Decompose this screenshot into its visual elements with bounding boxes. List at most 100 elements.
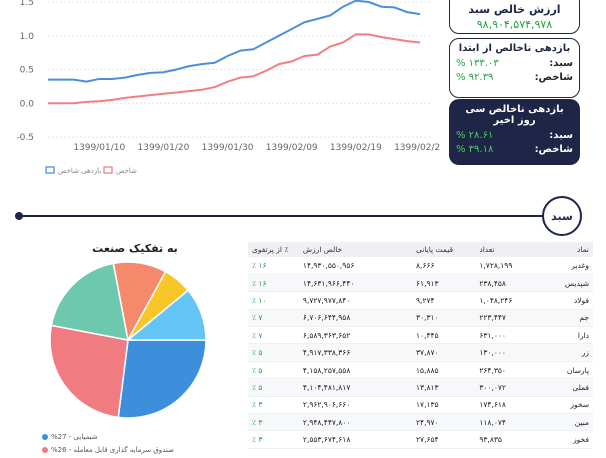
table-row[interactable]: مبین ۱۱۸,۰۷۴ ۲۴,۹۷۰ ۲,۹۴۸,۴۴۷,۸۰۰ ۳ ٪ — [248, 413, 593, 432]
cell-portfolio-pct: ۵ ٪ — [248, 378, 299, 397]
cell-portfolio-pct: ۱۰ ٪ — [248, 291, 299, 310]
row-value: % ۱۳۳.۰۳ — [456, 58, 499, 69]
table-row[interactable]: فولاد ۱,۰۴۸,۲۴۶ ۹,۲۷۴ ۹,۷۲۷,۹۷۷,۸۴۰ ۱۰ ٪ — [248, 291, 593, 310]
cell-close-price: ۶۱,۹۱۳ — [412, 274, 476, 293]
cell-net-value: ۶,۷۰۶,۶۴۴,۹۵۸ — [298, 309, 413, 328]
cell-portfolio-pct: ۷ ٪ — [248, 326, 299, 345]
row-label: سبد: — [549, 130, 573, 141]
cell-symbol: فولاد — [538, 291, 593, 310]
cell-portfolio-pct: ۱۶ ٪ — [248, 274, 299, 293]
cell-close-price: ۳۷,۸۷۰ — [412, 343, 476, 362]
cell-portfolio-pct: ۷ ٪ — [248, 309, 299, 328]
row-value: % ۹۲.۳۹ — [456, 72, 494, 83]
y-tick-label: 0.5 — [20, 66, 34, 76]
cell-portfolio-pct: ۳ ٪ — [248, 413, 299, 432]
cell-symbol: مبین — [538, 413, 593, 432]
header-close-price[interactable]: قیمت پایانی — [412, 242, 476, 257]
pie-slice[interactable] — [125, 289, 207, 341]
x-tick-label: 1399/02/29 — [394, 143, 440, 153]
return-30-days-portfolio-row: سبد: % ۲۸.۶۱ — [456, 130, 573, 141]
pie-slice[interactable] — [49, 324, 129, 419]
cell-net-value: ۱۴,۹۳۰,۵۵۰,۹۵۶ — [298, 257, 413, 275]
x-tick-label: 1399/01/20 — [138, 143, 190, 153]
cell-count: ۲۳۸,۴۵۸ — [475, 274, 539, 293]
return-since-start-card: بازدهی ناخالص از ابتدا سبد: % ۱۳۳.۰۳ شاخ… — [449, 38, 580, 98]
return-since-start-portfolio-row: سبد: % ۱۳۳.۰۳ — [456, 58, 573, 69]
cell-close-price: ۲۴,۹۷۰ — [412, 413, 476, 432]
cell-count: ۱,۷۲۸,۱۹۹ — [475, 257, 539, 275]
table-row[interactable]: سخوز ۱۷۴,۶۱۸ ۱۷,۱۳۵ ۲,۹۶۲,۹۰۶,۶۶۰ ۳ ٪ — [248, 396, 593, 415]
table-row[interactable]: پارسان ۲۶۴,۳۵۰ ۱۵,۸۸۵ ۴,۱۵۸,۲۵۷,۵۵۸ ۵ ٪ — [248, 361, 593, 380]
cell-symbol: زر — [538, 343, 593, 362]
cell-portfolio-pct: ۳ ٪ — [248, 396, 299, 415]
performance-line-chart: 1.5 1.0 0.5 0.0 -0.5 1399/01/10 1399/01/20 139… — [16, 0, 440, 175]
y-tick-label: 0.0 — [20, 99, 35, 109]
table-row[interactable]: وغدیر ۱,۷۲۸,۱۹۹ ۸,۶۶۶ ۱۴,۹۳۰,۵۵۰,۹۵۶ ۱۶ ٪ — [248, 257, 593, 275]
x-tick-label: 1399/01/10 — [73, 143, 125, 153]
cell-close-price: ۱۵,۸۸۵ — [412, 361, 476, 380]
y-tick-label: 1.0 — [20, 32, 35, 42]
pie-slice[interactable] — [117, 339, 207, 419]
return-30-days-card: بازدهی ناخالص سی روز اخیر سبد: % ۲۸.۶۱ ش… — [449, 99, 580, 165]
table-row[interactable]: زر ۱۳۰,۰۰۰ ۳۷,۸۷۰ ۴,۹۱۷,۳۳۸,۳۶۶ ۵ ٪ — [248, 343, 593, 362]
cell-count: ۱۷۴,۶۱۸ — [475, 396, 539, 415]
cell-net-value: ۱۴,۶۳۱,۹۶۶,۴۴۰ — [298, 274, 413, 293]
cell-net-value: ۲,۹۶۲,۹۰۶,۶۶۰ — [298, 396, 413, 415]
header-count[interactable]: تعداد — [475, 242, 539, 257]
pie-legend-item[interactable]: %26 - صندوق سرمایه گذاری قابل معامله — [42, 446, 174, 454]
cell-symbol: جم — [538, 309, 593, 328]
cell-net-value: ۴,۱۰۴,۴۸۱,۸۱۷ — [298, 378, 413, 397]
table-row[interactable]: فخوز ۹۳,۸۳۵ ۲۷,۶۵۴ ۲,۵۵۳,۶۷۴,۶۱۸ ۳ ٪ — [248, 430, 593, 449]
cell-count: ۳۰۰,۰۷۲ — [475, 378, 539, 397]
series-line-0 — [48, 0, 421, 83]
return-since-start-title: بازدهی ناخالص از ابتدا — [458, 43, 571, 54]
x-tick-label: 1399/01/30 — [202, 143, 254, 153]
cell-symbol: سخوز — [538, 396, 593, 415]
series-line-1 — [48, 33, 421, 105]
cell-net-value: ۲,۵۵۳,۶۷۴,۶۱۸ — [298, 430, 413, 449]
legend-swatch-icon — [42, 434, 48, 440]
legend-swatch-icon[interactable] — [45, 166, 55, 174]
cell-close-price: ۲۷,۶۵۴ — [412, 430, 476, 449]
pie-chart-title: به تفکیک صنعت — [92, 242, 178, 255]
pie-slice[interactable] — [50, 262, 129, 341]
header-symbol[interactable]: نماد — [538, 242, 593, 257]
pie-legend-item[interactable]: %27 - شیمیایی — [42, 433, 98, 441]
header-portfolio-pct[interactable]: ٪ از پرتفوی — [248, 242, 299, 257]
cell-count: ۶۳۱,۰۰۰ — [475, 326, 539, 345]
cell-portfolio-pct: ۵ ٪ — [248, 343, 299, 362]
nav-card-value: ۹۸,۹۰۴,۵۷۴,۹۷۸ — [476, 18, 553, 31]
row-value: % ۳۹.۱۸ — [456, 144, 494, 155]
nav-card-title: ارزش خالص سبد — [468, 3, 561, 16]
header-net-value[interactable]: خالص ارزش — [298, 242, 413, 257]
table-row[interactable]: جم ۲۲۳,۴۴۷ ۳۰,۳۱۰ ۶,۷۰۶,۶۴۴,۹۵۸ ۷ ٪ — [248, 309, 593, 328]
pie-legend-label: %27 - شیمیایی — [51, 433, 98, 441]
cell-count: ۲۲۳,۴۴۷ — [475, 309, 539, 328]
legend-label[interactable]: بازدهی شاخص — [58, 167, 101, 175]
nav-card: ارزش خالص سبد ۹۸,۹۰۴,۵۷۴,۹۷۸ — [449, 0, 580, 34]
row-label: سبد: — [549, 58, 573, 69]
section-divider-dot — [15, 212, 23, 220]
table-row[interactable]: دارا ۶۳۱,۰۰۰ ۱۰,۴۴۵ ۶,۵۸۹,۳۶۳,۶۵۲ ۷ ٪ — [248, 326, 593, 345]
cell-symbol: دارا — [538, 326, 593, 345]
cell-close-price: ۹,۲۷۴ — [412, 291, 476, 310]
cell-close-price: ۳۰,۳۱۰ — [412, 309, 476, 328]
holdings-table: نماد تعداد قیمت پایانی خالص ارزش ٪ از پر… — [248, 242, 593, 449]
cell-count: ۱۳۰,۰۰۰ — [475, 343, 539, 362]
cell-net-value: ۲,۹۴۸,۴۴۷,۸۰۰ — [298, 413, 413, 432]
legend-swatch-icon[interactable] — [103, 166, 113, 174]
pie-legend-label: %26 - صندوق سرمایه گذاری قابل معامله — [51, 446, 174, 454]
cell-count: ۱۱۸,۰۷۴ — [475, 413, 539, 432]
cell-count: ۹۳,۸۳۵ — [475, 430, 539, 449]
cell-portfolio-pct: ۳ ٪ — [248, 430, 299, 449]
return-30-days-title: بازدهی ناخالص سی روز اخیر — [465, 104, 564, 126]
cell-symbol: فخوز — [538, 430, 593, 449]
industry-pie-chart — [49, 261, 207, 419]
cell-close-price: ۱۰,۴۴۵ — [412, 326, 476, 345]
table-row[interactable]: فملی ۳۰۰,۰۷۲ ۱۳,۸۱۳ ۴,۱۰۴,۴۸۱,۸۱۷ ۵ ٪ — [248, 378, 593, 397]
y-tick-label: 1.5 — [20, 0, 34, 8]
table-row[interactable]: شپدیس ۲۳۸,۴۵۸ ۶۱,۹۱۳ ۱۴,۶۳۱,۹۶۶,۴۴۰ ۱۶ ٪ — [248, 274, 593, 293]
cell-close-price: ۱۳,۸۱۳ — [412, 378, 476, 397]
cell-portfolio-pct: ۵ ٪ — [248, 361, 299, 380]
legend-label[interactable]: شاخص — [116, 167, 137, 175]
